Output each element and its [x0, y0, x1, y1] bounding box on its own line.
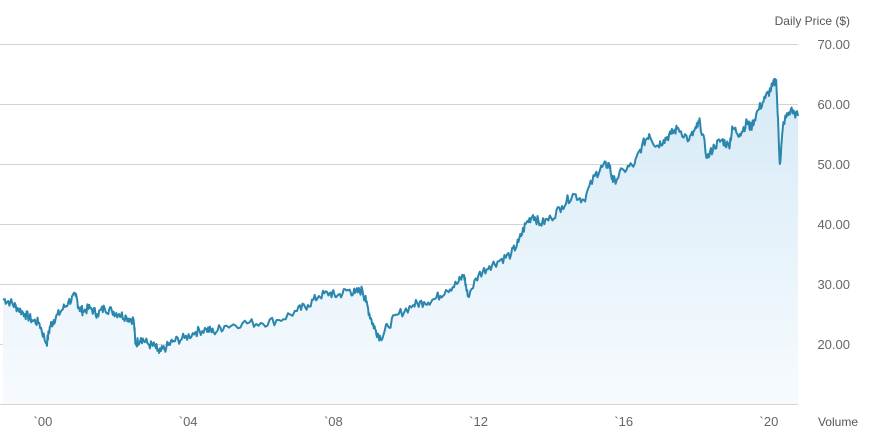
y-tick-label: 60.00	[817, 97, 850, 112]
price-line-layer	[2, 77, 799, 354]
y-tick-label: 70.00	[817, 37, 850, 52]
x-tick-label: `16	[614, 414, 633, 429]
y-axis-title: Daily Price ($)	[775, 14, 850, 28]
price-area	[3, 78, 798, 405]
y-tick-label: 50.00	[817, 157, 850, 172]
x-tick-label: `00	[34, 414, 53, 429]
x-tick-label: `04	[179, 414, 198, 429]
x-tick-label: `20	[760, 414, 779, 429]
price-line	[2, 77, 799, 354]
x-axis-ticks: `00 `04 `08 `12 `16 `20	[34, 414, 779, 429]
x-tick-label: `08	[324, 414, 343, 429]
volume-label: Volume	[818, 415, 858, 429]
y-tick-label: 20.00	[817, 337, 850, 352]
y-tick-label: 40.00	[817, 217, 850, 232]
y-tick-label: 30.00	[817, 277, 850, 292]
x-tick-label: `12	[469, 414, 488, 429]
y-axis-ticks: 70.00 60.00 50.00 40.00 30.00 20.00	[817, 37, 850, 352]
price-area-layer	[3, 78, 798, 405]
